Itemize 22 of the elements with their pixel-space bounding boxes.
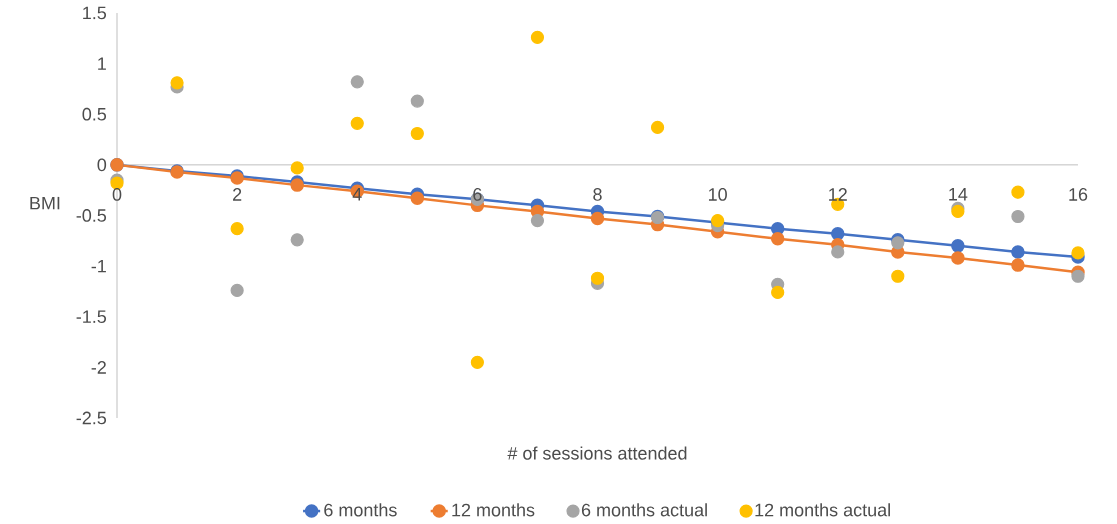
x-tick-label: 2: [233, 188, 242, 201]
legend-label: 12 months actual: [755, 503, 890, 517]
legend-label: 12 months: [452, 503, 535, 517]
x-tick-label: 0: [112, 188, 122, 201]
y-tick-label: 0.5: [82, 107, 107, 121]
y-tick-label: 1.5: [83, 6, 107, 20]
x-tick-label: 8: [593, 188, 602, 201]
y-tick-label: -2: [91, 361, 106, 374]
x-tick-label: 16: [1069, 188, 1088, 201]
y-axis-title: BMI: [30, 196, 60, 210]
x-axis-title: # of sessions attended: [507, 446, 687, 460]
x-tick-label: 10: [708, 188, 727, 201]
x-tick-label: 14: [949, 188, 968, 201]
legend-label: 6 months actual: [581, 503, 707, 517]
y-tick-label: -1.5: [76, 310, 107, 324]
y-tick-label: -1: [91, 259, 106, 273]
x-tick-label: 12: [829, 188, 847, 201]
y-tick-label: -0.5: [76, 209, 107, 222]
legend-label: 6 months: [324, 503, 397, 517]
y-tick-label: -2.5: [76, 411, 107, 425]
y-tick-label: 1: [98, 57, 106, 70]
y-tick-label: 0: [97, 158, 107, 172]
